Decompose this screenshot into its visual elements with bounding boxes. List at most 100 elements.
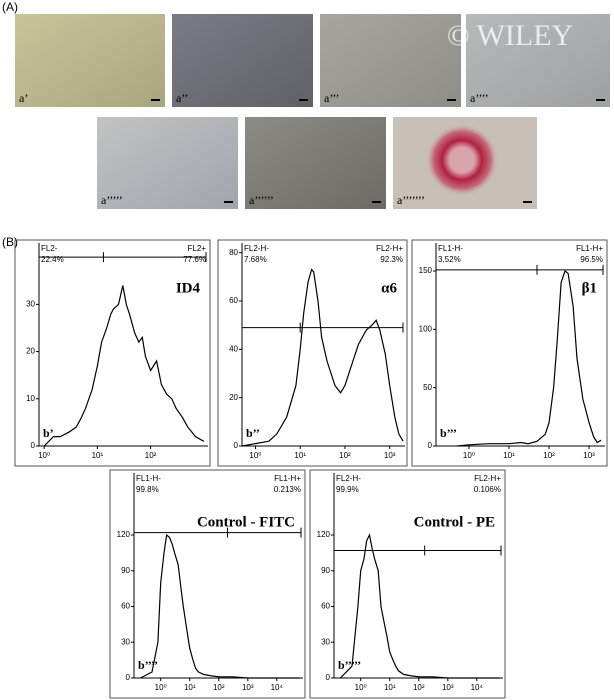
histogram-curve bbox=[140, 533, 300, 679]
gate-label: FL1-H- bbox=[438, 244, 463, 253]
x-tick-label: 10¹ bbox=[503, 451, 515, 460]
x-tick-label: 10⁰ bbox=[38, 451, 50, 460]
gate-percent: 7.68% bbox=[244, 255, 267, 264]
x-tick-label: 10⁰ bbox=[249, 451, 261, 460]
image-label: a’ bbox=[19, 91, 28, 105]
micrograph bbox=[172, 14, 313, 107]
gate-percent: 3.52% bbox=[438, 255, 461, 264]
panel-frame bbox=[109, 469, 306, 699]
y-tick-label: 60 bbox=[229, 296, 238, 305]
x-tick-label: 10⁴ bbox=[271, 683, 284, 692]
panel-sublabel: b’’’ bbox=[440, 426, 457, 440]
gate-label: FL2+ bbox=[188, 244, 207, 253]
panel-sublabel: b’ bbox=[43, 426, 54, 440]
gate-percent: 96.5% bbox=[580, 255, 603, 264]
gate-percent: 0.213% bbox=[274, 485, 301, 494]
gate-label: FL1-H+ bbox=[576, 244, 603, 253]
panel-frame bbox=[309, 469, 506, 699]
micrograph bbox=[320, 14, 461, 107]
x-tick-label: 10² bbox=[413, 683, 425, 692]
histogram-curve bbox=[43, 285, 205, 447]
image-label: a’’’’ bbox=[470, 91, 489, 105]
x-tick-label: 10⁴ bbox=[471, 683, 484, 692]
x-tick-label: 10³ bbox=[242, 683, 254, 692]
y-tick-label: 120 bbox=[317, 530, 331, 539]
panel-sublabel: b’’’’’ bbox=[338, 658, 361, 672]
gate-percent: 92.3% bbox=[380, 255, 403, 264]
panel-sublabel: b’’ bbox=[246, 426, 260, 440]
image-label: a’’’’’’ bbox=[249, 193, 274, 207]
x-tick-label: 10² bbox=[543, 451, 555, 460]
y-tick-label: 90 bbox=[121, 566, 130, 575]
x-tick-label: 10² bbox=[339, 451, 351, 460]
x-tick-label: 10¹ bbox=[184, 683, 196, 692]
panel-frame bbox=[14, 239, 211, 467]
y-tick-label: 10 bbox=[26, 394, 35, 403]
x-tick-label: 10¹ bbox=[92, 451, 104, 460]
image-label: a’’’’’ bbox=[101, 193, 123, 207]
y-tick-label: 80 bbox=[229, 248, 238, 257]
marker-name: ID4 bbox=[176, 280, 201, 296]
gate-percent: 77.6% bbox=[183, 255, 206, 264]
gate-percent: 0.106% bbox=[474, 485, 501, 494]
image-label: a’’’’’’’ bbox=[397, 193, 425, 207]
x-tick-label: 10³ bbox=[442, 683, 454, 692]
gate-percent: 22.4% bbox=[41, 255, 64, 264]
x-tick-label: 10⁰ bbox=[355, 683, 367, 692]
y-tick-label: 120 bbox=[117, 530, 131, 539]
y-tick-label: 60 bbox=[121, 602, 130, 611]
x-tick-label: 10⁰ bbox=[155, 683, 167, 692]
micrograph bbox=[97, 117, 238, 209]
gate-label: FL1-H- bbox=[136, 474, 161, 483]
gate-percent: 99.9% bbox=[336, 485, 359, 494]
gate-label: FL2-H- bbox=[244, 244, 269, 253]
gate-label: FL2-H+ bbox=[376, 244, 403, 253]
gate-percent: 99.8% bbox=[136, 485, 159, 494]
x-tick-label: 10³ bbox=[384, 451, 396, 460]
y-tick-label: 50 bbox=[423, 383, 432, 392]
y-tick-label: 20 bbox=[229, 393, 238, 402]
marker-name: Control - FITC bbox=[197, 514, 295, 530]
image-label: a’’ bbox=[176, 91, 188, 105]
gate-label: FL2- bbox=[41, 244, 58, 253]
panel-frame bbox=[411, 239, 608, 467]
micrograph bbox=[15, 14, 165, 107]
panel-label: (A) bbox=[2, 0, 18, 14]
y-tick-label: 40 bbox=[229, 344, 238, 353]
x-tick-label: 10⁰ bbox=[463, 451, 475, 460]
x-tick-label: 10² bbox=[145, 451, 157, 460]
marker-name: α6 bbox=[381, 280, 397, 296]
marker-name: Control - PE bbox=[414, 514, 495, 530]
panel-sublabel: b’’’’ bbox=[138, 658, 158, 672]
y-tick-label: 150 bbox=[419, 266, 433, 275]
micrograph bbox=[245, 117, 386, 209]
y-tick-label: 30 bbox=[26, 299, 35, 308]
x-tick-label: 10¹ bbox=[384, 683, 396, 692]
gate-label: FL1-H+ bbox=[274, 474, 301, 483]
histogram-curve bbox=[339, 533, 500, 679]
y-tick-label: 0 bbox=[31, 441, 36, 450]
y-tick-label: 0 bbox=[326, 673, 331, 682]
y-tick-label: 30 bbox=[321, 637, 330, 646]
x-tick-label: 10² bbox=[213, 683, 225, 692]
y-tick-label: 20 bbox=[26, 347, 35, 356]
y-tick-label: 60 bbox=[321, 602, 330, 611]
watermark: © WILEY bbox=[447, 19, 573, 52]
y-tick-label: 30 bbox=[121, 637, 130, 646]
panel-label: (B) bbox=[2, 235, 18, 249]
y-tick-label: 0 bbox=[126, 673, 131, 682]
marker-name: β1 bbox=[582, 280, 597, 296]
y-tick-label: 90 bbox=[321, 566, 330, 575]
gate-label: FL2-H+ bbox=[474, 474, 501, 483]
y-tick-label: 0 bbox=[234, 441, 239, 450]
histogram-curve bbox=[241, 268, 404, 447]
image-label: a’’’ bbox=[324, 91, 340, 105]
gate-label: FL2-H- bbox=[336, 474, 361, 483]
panel-frame bbox=[217, 239, 408, 467]
y-tick-label: 0 bbox=[428, 441, 433, 450]
x-tick-label: 10³ bbox=[583, 451, 595, 460]
y-tick-label: 100 bbox=[419, 324, 433, 333]
histogram-curve bbox=[456, 270, 602, 447]
